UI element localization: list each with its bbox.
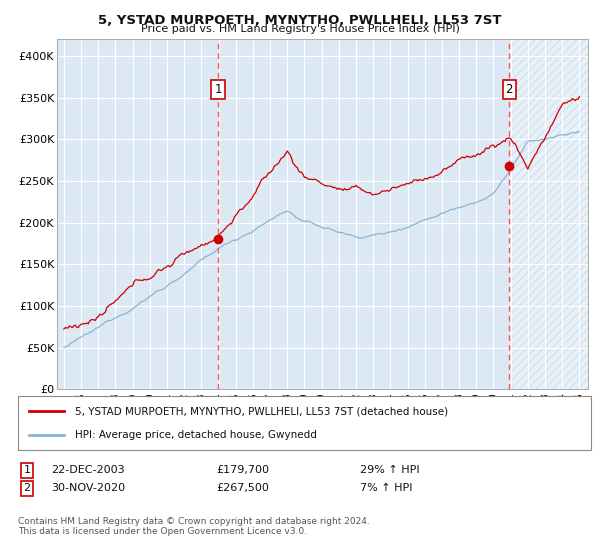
Text: Price paid vs. HM Land Registry's House Price Index (HPI): Price paid vs. HM Land Registry's House … [140, 24, 460, 34]
Text: 5, YSTAD MURPOETH, MYNYTHO, PWLLHELI, LL53 7ST (detached house): 5, YSTAD MURPOETH, MYNYTHO, PWLLHELI, LL… [76, 407, 448, 417]
Text: 29% ↑ HPI: 29% ↑ HPI [360, 465, 419, 475]
Text: 1: 1 [23, 465, 31, 475]
Text: HPI: Average price, detached house, Gwynedd: HPI: Average price, detached house, Gwyn… [76, 430, 317, 440]
Text: 5, YSTAD MURPOETH, MYNYTHO, PWLLHELI, LL53 7ST: 5, YSTAD MURPOETH, MYNYTHO, PWLLHELI, LL… [98, 14, 502, 27]
Text: £179,700: £179,700 [216, 465, 269, 475]
Text: 1: 1 [214, 83, 222, 96]
Text: 7% ↑ HPI: 7% ↑ HPI [360, 483, 413, 493]
Text: 2: 2 [23, 483, 31, 493]
FancyBboxPatch shape [18, 396, 591, 450]
Text: 22-DEC-2003: 22-DEC-2003 [51, 465, 125, 475]
Text: This data is licensed under the Open Government Licence v3.0.: This data is licensed under the Open Gov… [18, 528, 307, 536]
Text: 2: 2 [506, 83, 513, 96]
Text: £267,500: £267,500 [216, 483, 269, 493]
Text: Contains HM Land Registry data © Crown copyright and database right 2024.: Contains HM Land Registry data © Crown c… [18, 517, 370, 526]
Bar [509, 39, 588, 389]
Text: 30-NOV-2020: 30-NOV-2020 [51, 483, 125, 493]
